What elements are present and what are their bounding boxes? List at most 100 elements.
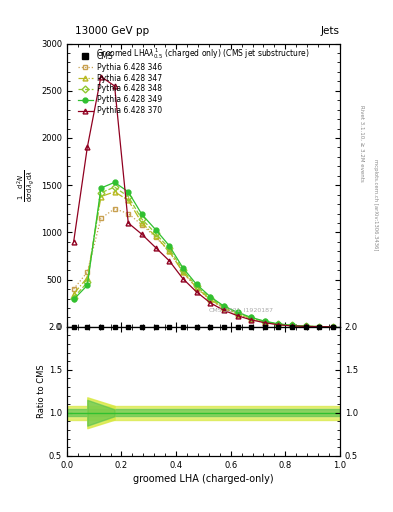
Pythia 6.428 346 bbox=[331, 324, 336, 330]
Pythia 6.428 347 bbox=[167, 248, 172, 254]
Pythia 6.428 347 bbox=[222, 305, 226, 311]
Pythia 6.428 349 bbox=[85, 282, 90, 288]
Pythia 6.428 347 bbox=[180, 269, 185, 275]
Pythia 6.428 348 bbox=[208, 295, 213, 301]
Pythia 6.428 346 bbox=[71, 286, 76, 292]
Pythia 6.428 346 bbox=[140, 222, 144, 228]
Line: Pythia 6.428 349: Pythia 6.428 349 bbox=[71, 180, 336, 329]
Pythia 6.428 349 bbox=[126, 189, 130, 195]
Pythia 6.428 370 bbox=[112, 83, 117, 89]
Pythia 6.428 370 bbox=[331, 324, 336, 330]
Pythia 6.428 347 bbox=[276, 321, 281, 327]
Pythia 6.428 348 bbox=[303, 323, 308, 329]
Pythia 6.428 346 bbox=[126, 210, 130, 217]
Pythia 6.428 348 bbox=[235, 310, 240, 316]
Line: Pythia 6.428 348: Pythia 6.428 348 bbox=[71, 185, 336, 329]
Line: Pythia 6.428 347: Pythia 6.428 347 bbox=[71, 189, 336, 329]
Pythia 6.428 348 bbox=[71, 294, 76, 301]
Pythia 6.428 370 bbox=[167, 258, 172, 264]
Pythia 6.428 370 bbox=[126, 220, 130, 226]
Pythia 6.428 347 bbox=[249, 315, 253, 322]
Text: Jets: Jets bbox=[321, 26, 340, 36]
Text: CMS_2021_I1920187: CMS_2021_I1920187 bbox=[209, 307, 274, 313]
Pythia 6.428 349 bbox=[153, 226, 158, 232]
Pythia 6.428 349 bbox=[303, 323, 308, 329]
Pythia 6.428 349 bbox=[249, 314, 253, 321]
Pythia 6.428 348 bbox=[263, 318, 267, 325]
Pythia 6.428 346 bbox=[303, 323, 308, 329]
Pythia 6.428 346 bbox=[208, 297, 213, 303]
Pythia 6.428 346 bbox=[194, 285, 199, 291]
Pythia 6.428 349 bbox=[180, 265, 185, 271]
Line: Pythia 6.428 346: Pythia 6.428 346 bbox=[71, 206, 336, 329]
Pythia 6.428 348 bbox=[290, 323, 294, 329]
X-axis label: groomed LHA (charged-only): groomed LHA (charged-only) bbox=[133, 474, 274, 484]
Pythia 6.428 370 bbox=[194, 289, 199, 295]
Pythia 6.428 348 bbox=[99, 189, 103, 196]
Pythia 6.428 349 bbox=[263, 318, 267, 324]
Pythia 6.428 370 bbox=[235, 313, 240, 319]
Pythia 6.428 347 bbox=[317, 324, 322, 330]
Text: Groomed LHA$\lambda^{1}_{0.5}$ (charged only) (CMS jet substructure): Groomed LHA$\lambda^{1}_{0.5}$ (charged … bbox=[96, 47, 310, 61]
Pythia 6.428 370 bbox=[140, 231, 144, 238]
Pythia 6.428 347 bbox=[331, 324, 336, 330]
Pythia 6.428 347 bbox=[140, 220, 144, 226]
Pythia 6.428 349 bbox=[140, 211, 144, 218]
Pythia 6.428 348 bbox=[317, 324, 322, 330]
Pythia 6.428 370 bbox=[153, 244, 158, 250]
Pythia 6.428 346 bbox=[263, 319, 267, 326]
Pythia 6.428 370 bbox=[85, 144, 90, 151]
Pythia 6.428 347 bbox=[263, 319, 267, 325]
Pythia 6.428 349 bbox=[71, 296, 76, 303]
Bar bbox=[67, 409, 340, 416]
Pythia 6.428 347 bbox=[153, 233, 158, 239]
Pythia 6.428 349 bbox=[290, 322, 294, 328]
Legend: CMS, Pythia 6.428 346, Pythia 6.428 347, Pythia 6.428 348, Pythia 6.428 349, Pyt: CMS, Pythia 6.428 346, Pythia 6.428 347,… bbox=[76, 50, 163, 117]
Pythia 6.428 346 bbox=[235, 311, 240, 317]
Pythia 6.428 349 bbox=[331, 324, 336, 330]
Pythia 6.428 348 bbox=[331, 324, 336, 330]
Pythia 6.428 347 bbox=[99, 194, 103, 200]
Pythia 6.428 346 bbox=[317, 324, 322, 330]
Pythia 6.428 347 bbox=[112, 189, 117, 195]
Pythia 6.428 349 bbox=[276, 321, 281, 327]
Pythia 6.428 346 bbox=[85, 269, 90, 275]
Pythia 6.428 348 bbox=[194, 283, 199, 289]
Pythia 6.428 348 bbox=[167, 245, 172, 251]
Line: Pythia 6.428 370: Pythia 6.428 370 bbox=[71, 74, 336, 329]
Pythia 6.428 346 bbox=[167, 248, 172, 254]
Pythia 6.428 346 bbox=[249, 316, 253, 322]
Pythia 6.428 370 bbox=[276, 322, 281, 328]
Pythia 6.428 346 bbox=[112, 206, 117, 212]
Pythia 6.428 370 bbox=[208, 300, 213, 306]
Pythia 6.428 347 bbox=[71, 291, 76, 297]
Pythia 6.428 348 bbox=[112, 184, 117, 190]
Pythia 6.428 347 bbox=[303, 323, 308, 329]
Pythia 6.428 346 bbox=[99, 215, 103, 221]
Pythia 6.428 347 bbox=[126, 197, 130, 203]
Pythia 6.428 349 bbox=[167, 243, 172, 249]
Text: mcplots.cern.ch [arXiv:1306.3436]: mcplots.cern.ch [arXiv:1306.3436] bbox=[373, 159, 378, 250]
Bar bbox=[67, 406, 340, 420]
Pythia 6.428 347 bbox=[208, 296, 213, 303]
Pythia 6.428 370 bbox=[317, 324, 322, 330]
Y-axis label: Ratio to CMS: Ratio to CMS bbox=[37, 365, 46, 418]
Pythia 6.428 348 bbox=[180, 267, 185, 273]
Pythia 6.428 348 bbox=[249, 315, 253, 321]
Pythia 6.428 370 bbox=[263, 319, 267, 326]
Pythia 6.428 349 bbox=[208, 293, 213, 300]
Pythia 6.428 346 bbox=[290, 323, 294, 329]
Pythia 6.428 370 bbox=[180, 275, 185, 282]
Pythia 6.428 370 bbox=[222, 307, 226, 313]
Pythia 6.428 347 bbox=[290, 323, 294, 329]
Pythia 6.428 370 bbox=[290, 323, 294, 329]
Pythia 6.428 349 bbox=[112, 179, 117, 185]
Pythia 6.428 348 bbox=[276, 321, 281, 327]
Pythia 6.428 370 bbox=[99, 74, 103, 80]
Pythia 6.428 370 bbox=[249, 317, 253, 323]
Pythia 6.428 348 bbox=[85, 280, 90, 286]
Pythia 6.428 349 bbox=[99, 185, 103, 191]
Text: Rivet 3.1.10, ≥ 3.2M events: Rivet 3.1.10, ≥ 3.2M events bbox=[359, 105, 364, 182]
Pythia 6.428 348 bbox=[153, 230, 158, 237]
Pythia 6.428 349 bbox=[235, 309, 240, 315]
